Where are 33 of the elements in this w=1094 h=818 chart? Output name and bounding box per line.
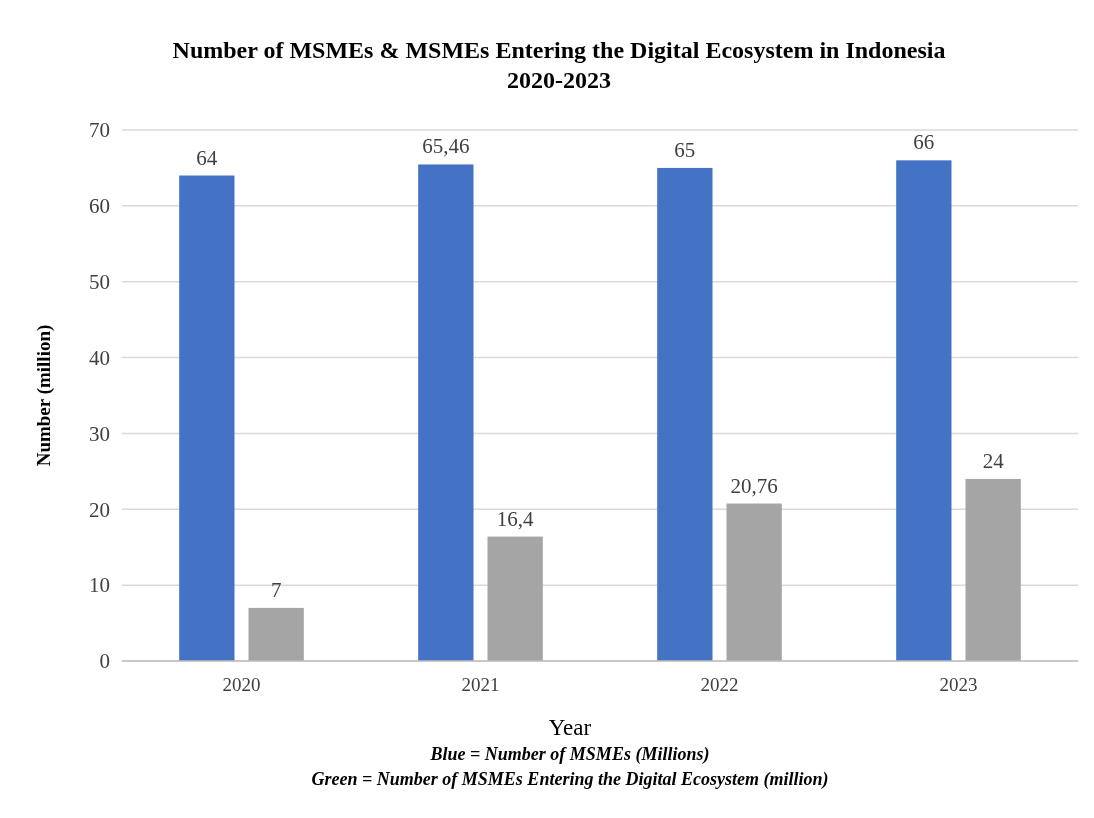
x-tick-label: 2021	[461, 674, 500, 695]
text: Green = Number of MSMEs Entering the Digital Ecosystem (million)	[311, 769, 829, 790]
y-tick-label: 70	[89, 118, 110, 143]
bar	[179, 175, 235, 661]
x-tick-label: 2023	[939, 674, 978, 695]
chart-title: Number of MSMEs & MSMEs Entering the Digital Ecosystem in Indonesia 2020-2023	[172, 37, 946, 93]
y-tick-label: 30	[89, 421, 110, 446]
data-label: 65	[674, 137, 696, 162]
bar	[896, 160, 952, 661]
bar	[248, 607, 304, 661]
y-tick-label: 50	[89, 270, 110, 295]
x-tick-label: 2020	[222, 674, 261, 695]
bar	[487, 536, 543, 661]
y-axis-title: Number (million)	[33, 324, 55, 467]
y-tick-label: 40	[89, 345, 110, 370]
bar	[965, 478, 1021, 661]
x-axis-title: Year	[548, 715, 592, 740]
data-label: 65,46	[422, 134, 470, 159]
y-tick-label: 0	[99, 649, 110, 674]
y-tick-label: 10	[89, 573, 110, 598]
data-label: 24	[982, 448, 1005, 473]
bar	[418, 164, 474, 661]
data-label: 64	[196, 145, 218, 170]
x-tick-label: 2022	[700, 674, 739, 695]
bar	[726, 503, 782, 661]
text: Blue = Number of MSMEs (Millions)	[429, 744, 710, 765]
data-label: 66	[913, 130, 935, 155]
bar	[657, 167, 713, 661]
data-label: 16,4	[496, 506, 535, 531]
y-tick-label: 60	[89, 194, 110, 219]
y-tick-label: 20	[89, 497, 110, 522]
data-label: 20,76	[730, 473, 778, 498]
data-label: 7	[270, 577, 282, 602]
